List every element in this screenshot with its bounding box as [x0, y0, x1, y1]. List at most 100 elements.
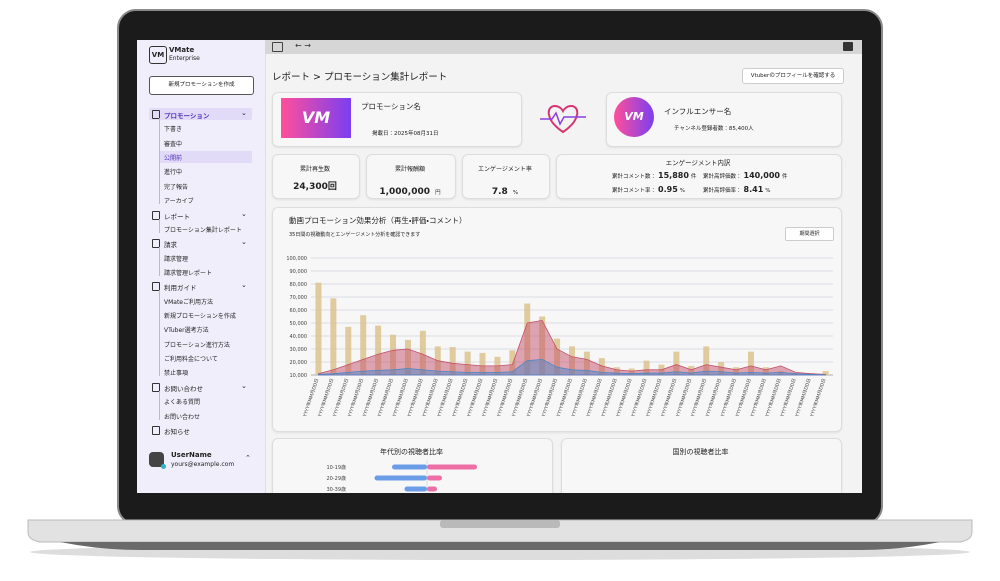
base	[27, 519, 973, 543]
nav-item[interactable]: 審査中	[164, 140, 183, 148]
profile-button[interactable]: Vtuberのプロフィールを確認する	[742, 68, 844, 84]
nav-item[interactable]: よくある質問	[164, 399, 201, 407]
bar	[464, 351, 471, 375]
nav-chevron: ⌄	[241, 109, 247, 117]
x-tick-label: YYYY年MM月DD日	[301, 377, 320, 418]
stat-value: 1,000,000	[379, 187, 431, 197]
engagement-row: 累計コメント率： 0.95%	[612, 185, 685, 194]
y-tick-label: 80,000	[290, 282, 308, 288]
nav-item[interactable]: 完了報告	[164, 183, 189, 191]
nav-group[interactable]: 請求	[164, 241, 177, 250]
nav-group[interactable]: お知らせ	[164, 427, 190, 436]
y-tick-label: 100,000	[286, 256, 307, 262]
engagement-label: 累計コメント率：	[612, 188, 657, 194]
nav-icon	[152, 425, 160, 435]
nav-group[interactable]: 利用ガイド	[164, 284, 197, 293]
y-tick-label: 10,000	[290, 373, 308, 379]
engagement-row: 累計高評価率： 8.41%	[703, 185, 771, 194]
nav-rail	[159, 290, 160, 377]
y-tick-label: 40,000	[290, 334, 308, 340]
engagement-row: 累計コメント数： 15,880 件	[612, 171, 696, 180]
promotion-date: 掲載日：2025年08月31日	[372, 131, 439, 137]
bar	[427, 475, 442, 481]
nav-rail	[159, 218, 160, 233]
create-button[interactable]: 新規プロモーションを作成	[149, 76, 254, 95]
bar	[509, 350, 516, 375]
nav-selected	[160, 151, 252, 164]
sidebar-toggle[interactable]	[272, 42, 283, 52]
bar	[345, 326, 352, 375]
nav-arrows[interactable]: ← →	[295, 41, 311, 50]
y-tick-label: 60,000	[290, 308, 308, 314]
brand: VMate	[169, 46, 195, 54]
nav-item[interactable]: ご利用料金について	[164, 356, 218, 364]
brand-sub: Enterprise	[169, 55, 200, 62]
user-menu-icon[interactable]: ⌃	[245, 454, 251, 462]
nav-item[interactable]: アーカイブ	[164, 198, 194, 206]
area	[318, 319, 826, 376]
nav-icon	[152, 282, 160, 292]
bar	[479, 352, 486, 375]
nav-rail	[159, 390, 160, 420]
bar	[643, 360, 650, 375]
nav-item[interactable]: 新規プロモーションを作成	[164, 313, 236, 321]
country-card	[561, 438, 842, 493]
nav-item[interactable]: 下書き	[164, 126, 183, 134]
subscribers: チャンネル登録者数：85,400人	[674, 126, 754, 132]
base-lip	[60, 542, 940, 550]
nav-group[interactable]: プロモーション	[164, 112, 210, 120]
nav-item[interactable]: 進行中	[164, 169, 183, 177]
stat-value: 7.8	[491, 187, 508, 197]
heart-icon	[540, 104, 586, 134]
nav-item[interactable]: 公開前	[164, 155, 183, 163]
nav-group[interactable]: お問い合わせ	[164, 384, 203, 393]
y-tick-label: 90,000	[290, 269, 308, 275]
mail-icon[interactable]	[843, 42, 853, 51]
promotion-logo: VM	[281, 98, 351, 138]
bar	[419, 330, 426, 375]
user-email: yours@example.com	[171, 461, 235, 468]
engagement-label: 累計高評価率：	[703, 188, 742, 194]
nav-item[interactable]: VTuber選考方法	[164, 327, 209, 335]
stat-unit: %	[512, 190, 519, 196]
y-tick-label: 50,000	[290, 321, 308, 327]
bar	[375, 325, 382, 375]
nav-item[interactable]: 請求管理	[164, 255, 189, 263]
category-label: 30-39歳	[326, 486, 346, 493]
breadcrumb: レポート > プロモーション集計レポート	[272, 72, 448, 83]
country-title: 国別の視聴者比率	[672, 448, 729, 456]
stat-card	[272, 154, 360, 199]
user-avatar	[149, 452, 164, 467]
engagement-value: 0.95	[658, 185, 678, 194]
engagement-value: 140,000	[743, 171, 780, 180]
nav-group[interactable]: レポート	[164, 212, 190, 221]
charts: 10,000 20,000 30,000 40,000 50,000 60,000 70,0…	[286, 256, 833, 493]
toolbar	[265, 40, 862, 54]
nav-item[interactable]: 請求管理レポート	[164, 269, 213, 277]
nav-chevron: ⌄	[241, 238, 247, 247]
y-tick-label: 70,000	[290, 295, 308, 301]
area	[318, 358, 826, 376]
nav-item[interactable]: プロモーション進行方法	[164, 341, 230, 349]
user-name: UserName	[171, 451, 212, 459]
bar	[392, 464, 427, 470]
engagement-value: 15,880	[658, 171, 689, 180]
bar	[747, 351, 754, 375]
nav-item[interactable]: プロモーション集計レポート	[164, 226, 242, 234]
nav-item[interactable]: VMateご利用方法	[164, 298, 214, 306]
engagement-unit: %	[765, 188, 771, 194]
nav-item[interactable]: お問い合わせ	[164, 413, 201, 421]
nav-item[interactable]: 禁止事項	[164, 370, 189, 378]
promotion-name: プロモーション名	[361, 102, 421, 111]
engagement-row: 累計高評価数： 140,000 件	[703, 171, 787, 180]
chart-card	[272, 207, 842, 432]
influencer-name: インフルエンサー名	[664, 107, 732, 116]
status-dot	[161, 464, 166, 469]
period-button[interactable]: 期間選択	[785, 227, 834, 241]
bar	[449, 347, 456, 375]
stat-value-row: 7.8 %	[462, 179, 548, 198]
nav-active	[149, 108, 252, 120]
engagement-unit: 件	[781, 174, 788, 180]
engagement-unit: 件	[690, 174, 697, 180]
